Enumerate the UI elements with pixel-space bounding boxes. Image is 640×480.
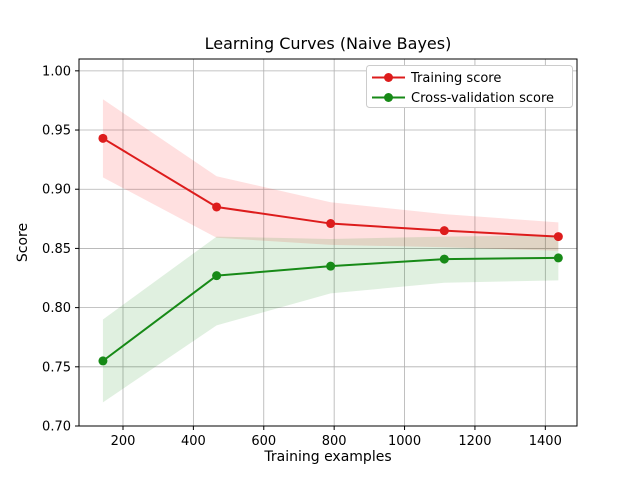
x-tick-label: 800 bbox=[322, 434, 347, 449]
data-point-marker bbox=[326, 261, 336, 271]
x-tick-label: 200 bbox=[111, 434, 136, 449]
x-axis-label: Training examples bbox=[263, 449, 391, 465]
data-point-marker bbox=[439, 254, 449, 264]
data-point-marker bbox=[326, 219, 336, 229]
y-tick-label: 0.95 bbox=[42, 124, 71, 139]
x-tick-label: 1400 bbox=[529, 434, 562, 449]
x-tick-label: 1200 bbox=[458, 434, 491, 449]
data-point-marker bbox=[212, 271, 222, 281]
legend-marker-red-dot bbox=[384, 73, 393, 82]
x-tick-label: 400 bbox=[181, 434, 206, 449]
data-point-marker bbox=[98, 133, 108, 143]
data-point-marker bbox=[553, 232, 563, 242]
data-point-marker bbox=[439, 226, 449, 236]
x-tick-label: 600 bbox=[251, 434, 276, 449]
y-tick-label: 1.00 bbox=[42, 64, 71, 79]
x-tick-label: 1000 bbox=[388, 434, 421, 449]
legend-item-cross-validation-score: Cross-validation score bbox=[372, 91, 554, 106]
data-point-marker bbox=[212, 202, 222, 212]
legend-label-cross-validation-score: Cross-validation score bbox=[411, 91, 554, 106]
y-tick-label: 0.70 bbox=[42, 420, 71, 435]
legend-item-training-score: Training score bbox=[372, 71, 501, 86]
y-tick-label: 0.85 bbox=[42, 242, 71, 257]
y-tick-label: 0.75 bbox=[42, 360, 71, 375]
data-series-lines bbox=[98, 133, 563, 366]
data-point-marker bbox=[98, 356, 108, 366]
confidence-band-training bbox=[102, 99, 559, 251]
axis-ticks: 200 400 600 800 1000 1200 1400 0.70 0.75 0.80 0.85… bbox=[42, 64, 562, 449]
y-tick-label: 0.80 bbox=[42, 301, 71, 316]
legend-marker-green-dot bbox=[384, 93, 393, 102]
legend-label-training-score: Training score bbox=[410, 71, 501, 86]
chart-title: Learning Curves (Naive Bayes) bbox=[205, 34, 452, 53]
legend-box bbox=[366, 65, 573, 108]
confidence-bands bbox=[102, 99, 559, 403]
confidence-band-cross-validation bbox=[102, 235, 559, 403]
legend: Training score Cross-validation score bbox=[366, 65, 573, 108]
data-point-marker bbox=[553, 253, 563, 263]
plot-border bbox=[78, 58, 578, 427]
y-tick-label: 0.90 bbox=[42, 183, 71, 198]
y-axis-label: Score bbox=[15, 223, 31, 262]
